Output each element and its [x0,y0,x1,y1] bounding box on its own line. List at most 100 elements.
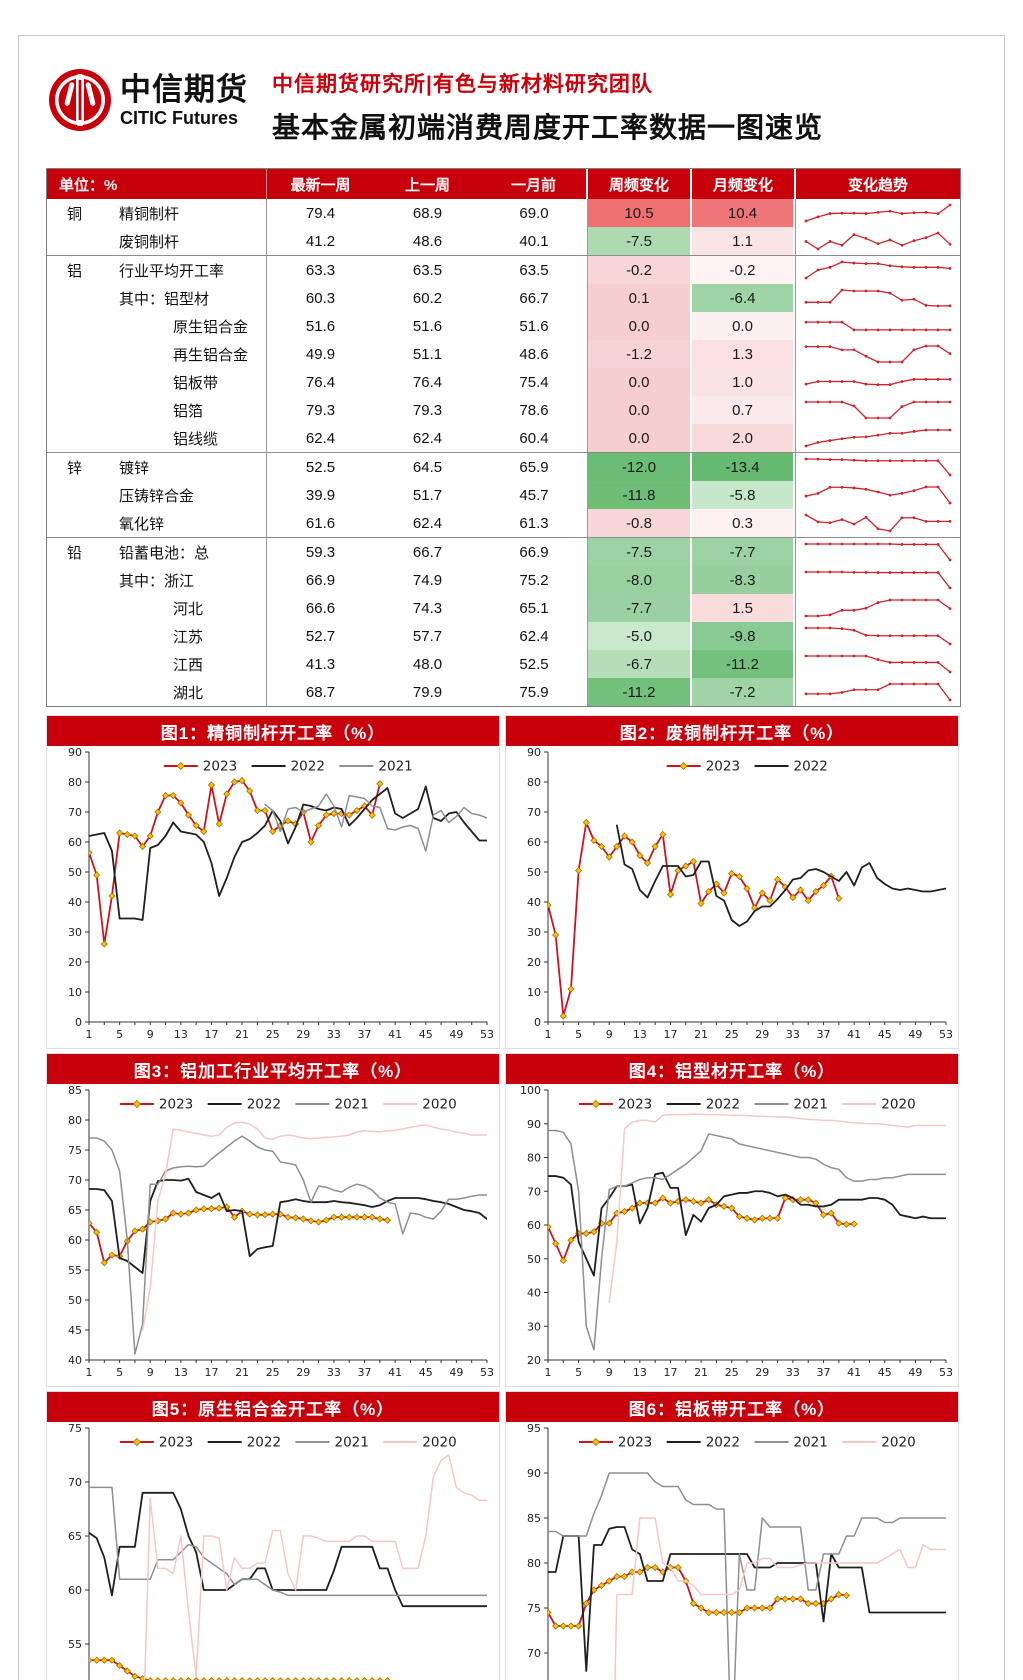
latest-week-value: 59.3 [305,543,336,561]
wow-change-cell: -6.7 [588,650,692,678]
product-name: 铝箔 [173,402,204,420]
month-ago-value: 52.5 [481,650,588,678]
svg-text:55: 55 [68,1638,82,1651]
prev-week-value: 62.4 [412,514,443,532]
trend-sparkline-svg [804,485,952,505]
mom-change-cell: -9.8 [692,622,796,650]
svg-text:2021: 2021 [794,1097,828,1113]
product-cell: 铝板带 [47,368,267,396]
month-ago-value: 48.6 [481,340,588,368]
svg-text:2022: 2022 [706,1435,740,1451]
trend-sparkline-svg [804,428,952,448]
prev-week-value: 57.7 [412,627,443,645]
trend-sparkline [796,566,960,594]
mom-change-value: -9.8 [692,622,795,650]
col-prev-week: 上一周 [404,176,450,194]
product-cell: 铝线缆 [47,424,267,452]
svg-text:20: 20 [527,956,541,969]
metrics-table: 单位：% 最新一周 上一周 一月前 周频变化 月频变化 变化趋势 铜 精铜制杆 79… [46,168,961,707]
latest-week-value: 79.4 [305,204,336,222]
svg-text:2023: 2023 [706,759,740,775]
svg-text:45: 45 [878,1366,892,1379]
wow-change-value: 0.0 [588,312,692,340]
svg-text:2020: 2020 [422,1097,456,1113]
svg-text:13: 13 [174,1028,188,1041]
wow-change-cell: -0.8 [588,509,692,537]
svg-text:2023: 2023 [159,1435,193,1451]
svg-text:2020: 2020 [422,1435,456,1451]
svg-text:90: 90 [527,1118,541,1131]
col-wow-change: 周频变化 [588,169,692,199]
svg-text:5: 5 [575,1366,582,1379]
month-ago-value: 75.9 [481,678,588,706]
trend-sparkline [796,453,960,481]
svg-text:37: 37 [817,1366,831,1379]
table-row: 铅 铅蓄电池：总 59.3 66.7 66.9 -7.5 -7.7 [47,537,960,566]
svg-text:9: 9 [606,1028,613,1041]
latest-week-value: 79.3 [305,401,336,419]
wow-change-value: 0.1 [588,284,692,312]
product-cell: 江西 [47,650,267,678]
wow-change-value: -12.0 [588,453,692,481]
svg-text:80: 80 [527,1557,541,1570]
prev-week-value: 48.6 [412,232,443,250]
product-cell: 江苏 [47,622,267,650]
wow-change-value: -7.7 [588,594,692,622]
brand-name-en: CITIC Futures [120,107,239,128]
product-cell: 河北 [47,594,267,622]
svg-text:41: 41 [847,1366,861,1379]
svg-text:60: 60 [68,836,82,849]
mom-change-value: 10.4 [692,199,795,227]
trend-sparkline-svg [804,682,952,702]
svg-text:53: 53 [480,1366,494,1379]
month-ago-value: 65.1 [481,594,588,622]
svg-text:21: 21 [235,1366,249,1379]
product-name: 精铜制杆 [119,205,180,223]
mom-change-value: 2.0 [692,424,795,452]
svg-text:50: 50 [527,1253,541,1266]
wow-change-cell: -5.0 [588,622,692,650]
svg-text:70: 70 [527,1647,541,1660]
wow-change-cell: -11.2 [588,678,692,706]
svg-text:2023: 2023 [203,759,237,775]
svg-text:30: 30 [68,926,82,939]
mom-change-cell: -5.8 [692,481,796,509]
svg-text:60: 60 [68,1234,82,1247]
mom-change-cell: 1.5 [692,594,796,622]
trend-sparkline-svg [804,377,952,387]
chart-canvas-fig5: 5055606570751591317212529333741454953202… [47,1422,499,1680]
product-name: 镀锌 [119,459,150,477]
svg-text:2021: 2021 [335,1097,369,1113]
svg-text:49: 49 [449,1366,463,1379]
svg-text:17: 17 [663,1366,677,1379]
product-name: 原生铝合金 [173,318,249,336]
svg-text:75: 75 [68,1144,82,1157]
latest-week-value: 39.9 [305,486,336,504]
latest-week-value: 61.6 [305,514,336,532]
svg-text:45: 45 [419,1028,433,1041]
product-cell: 废铜制杆 [47,227,267,255]
mom-change-value: -6.4 [692,284,795,312]
mom-change-value: 1.1 [692,227,795,255]
wow-change-cell: -8.0 [588,566,692,594]
wow-change-cell: 0.0 [588,312,692,340]
citic-logo-mark [49,69,111,131]
trend-sparkline-svg [804,654,952,674]
table-row: 铜 精铜制杆 79.4 68.9 69.0 10.5 10.4 [47,199,960,227]
product-cell: 铝箔 [47,396,267,424]
trend-sparkline-svg [804,626,952,646]
table-body: 铜 精铜制杆 79.4 68.9 69.0 10.5 10.4 废铜制杆 41.2 48.6 40.… [47,199,960,706]
svg-text:9: 9 [147,1028,154,1041]
wow-change-cell: -7.7 [588,594,692,622]
svg-text:2023: 2023 [159,1097,193,1113]
chart-panel-fig2: 图2：废铜制杆开工率（%） 0 10 20 30 40 50 60 70 80 90 1 5 9 13 17 2… [505,715,959,1049]
svg-text:2021: 2021 [794,1435,828,1451]
svg-text:13: 13 [633,1028,647,1041]
product-cell: 铝 行业平均开工率 [47,256,267,284]
svg-text:80: 80 [68,776,82,789]
col-latest-week: 最新一周 [290,176,351,194]
svg-text:90: 90 [527,1467,541,1480]
trend-sparkline-svg [804,570,952,590]
svg-text:10: 10 [68,986,82,999]
svg-text:17: 17 [204,1366,218,1379]
